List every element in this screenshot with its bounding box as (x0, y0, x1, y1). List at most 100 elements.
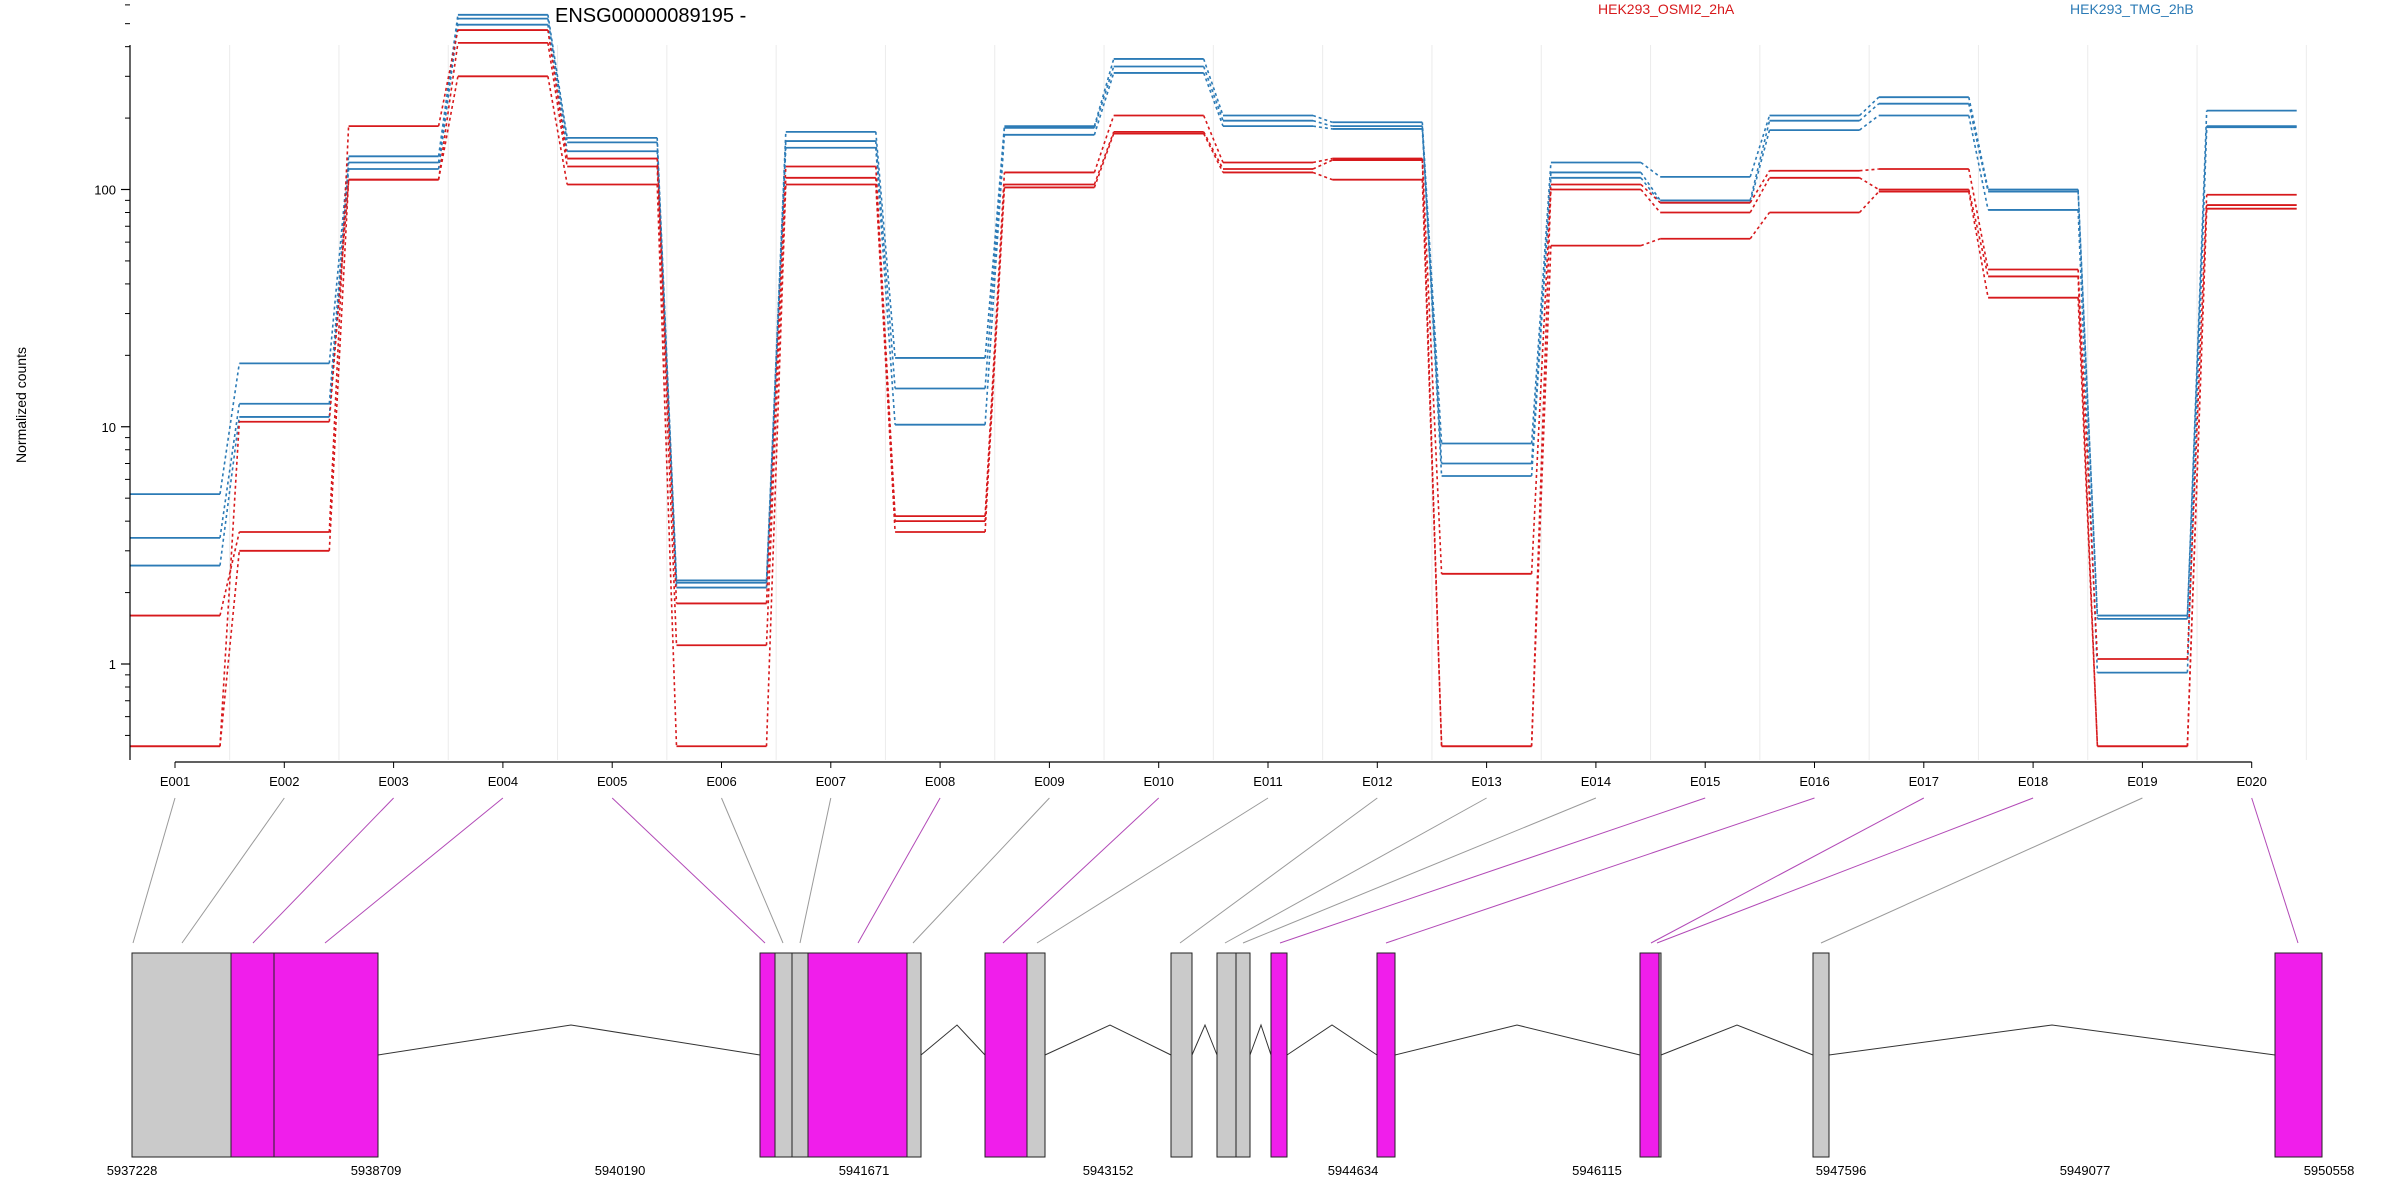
vertical-grid (229, 45, 2307, 760)
x-tick-label: E012 (1362, 774, 1392, 789)
exon-block (1376, 952, 1396, 1158)
axes: 1 10 100 E001 E002 E003 E004 E005 E006 E007 E008 E0… (94, 4, 2267, 789)
exon-block (1170, 952, 1193, 1158)
exon-connector (1002, 797, 1160, 944)
series-connector (765, 131, 787, 581)
series-4 (130, 29, 2297, 660)
series-connector (1421, 179, 1443, 747)
genomic-coordinate-label: 5943152 (1083, 1163, 1134, 1178)
legend-entry-osmi2: HEK293_OSMI2_2hA (1598, 1, 1735, 17)
series-connector (765, 166, 787, 604)
exon-block (807, 952, 908, 1158)
exon-connector (611, 797, 766, 944)
x-tick-label: E013 (1471, 774, 1501, 789)
intron-line (377, 1024, 761, 1056)
intron-line (920, 1024, 986, 1056)
series-connector (1202, 133, 1224, 173)
series-connector (1202, 58, 1224, 116)
exon-connector (1385, 797, 1815, 944)
x-tick-label: E004 (488, 774, 518, 789)
chart-title: ENSG00000089195 - (555, 5, 746, 27)
series-connector (2077, 189, 2099, 616)
series-connector (1859, 177, 1880, 191)
series-connector (547, 76, 568, 185)
exon-block (1639, 952, 1660, 1158)
series-connector (1093, 115, 1115, 173)
intron-line (1286, 1024, 1378, 1056)
x-tick-label: E003 (378, 774, 408, 789)
series-connector (2186, 127, 2208, 673)
series-connector (1858, 191, 1880, 214)
genomic-coordinate-label: 5938709 (351, 1163, 402, 1178)
exon-connector (721, 797, 784, 944)
exon-block (1812, 952, 1830, 1158)
series-connector (437, 42, 459, 180)
genomic-coordinate-label: 5937228 (107, 1163, 158, 1178)
series-connector (656, 142, 678, 583)
exon-connector (1242, 797, 1597, 944)
series-connector (2186, 110, 2208, 616)
exon-connector (1224, 797, 1487, 944)
exon-block (984, 952, 1028, 1158)
series-connector (328, 126, 350, 533)
exon-block (2274, 952, 2323, 1158)
series-connector (1202, 131, 1224, 170)
series-connector (1749, 129, 1771, 203)
exon-connector (912, 797, 1050, 944)
genomic-coordinate-label: 5944634 (1328, 1163, 1379, 1178)
series-connector (328, 179, 350, 422)
intron-line (1044, 1024, 1172, 1056)
exon-block (791, 952, 809, 1158)
exon-block (759, 952, 776, 1158)
genomic-coordinate-label: 5940190 (595, 1163, 646, 1178)
series-connector (1858, 103, 1880, 122)
series-connector (547, 14, 568, 139)
exon-block (1235, 952, 1251, 1158)
series-connector (219, 421, 241, 747)
x-tick-label: E009 (1034, 774, 1064, 789)
series-connector (1859, 114, 1880, 131)
x-tick-label: E014 (1581, 774, 1611, 789)
series-connector (1530, 177, 1552, 477)
series-connector (328, 156, 350, 364)
series-connector (1968, 115, 1989, 211)
series-connector (1749, 115, 1771, 178)
series-connector (765, 147, 787, 588)
intron-line (1191, 1023, 1218, 1056)
genomic-coordinate-label: 5947596 (1816, 1163, 1867, 1178)
series-connector (547, 42, 568, 167)
series-connector (219, 550, 241, 747)
series-connector (765, 184, 787, 747)
exon-connector (1179, 797, 1378, 944)
x-tick-label: E011 (1253, 774, 1282, 789)
exon-connector (1650, 797, 1925, 944)
series-connector (219, 363, 241, 495)
exon-connector (2251, 797, 2299, 944)
series-connector (2077, 269, 2099, 660)
series-connector (875, 141, 896, 389)
x-tick-label: E015 (1690, 774, 1720, 789)
exon-block (230, 952, 275, 1158)
exon-connector (1036, 797, 1269, 944)
series-connector (1858, 96, 1880, 117)
series-connector (1093, 72, 1115, 136)
x-tick-label: E020 (2237, 774, 2267, 789)
series-connector (547, 29, 568, 159)
series-connector (1202, 115, 1224, 163)
x-tick-label: E001 (160, 774, 190, 789)
series-connector (1640, 188, 1661, 214)
series-connector (219, 403, 241, 539)
genomic-coordinate-label: 5946115 (1572, 1163, 1622, 1178)
series-connector (2077, 191, 2099, 619)
x-tick-label: E017 (1909, 774, 1939, 789)
x-tick-label: E002 (269, 774, 299, 789)
series-connector (1749, 120, 1771, 201)
exon-connector (857, 797, 941, 944)
series-6 (130, 75, 2297, 748)
series-connector (1640, 183, 1661, 204)
series-connector (547, 18, 568, 143)
genomic-coordinate-label: 5941671 (839, 1163, 890, 1178)
legend-entry-tmg: HEK293_TMG_2hB (2070, 1, 2194, 17)
exon-block (1270, 952, 1288, 1158)
